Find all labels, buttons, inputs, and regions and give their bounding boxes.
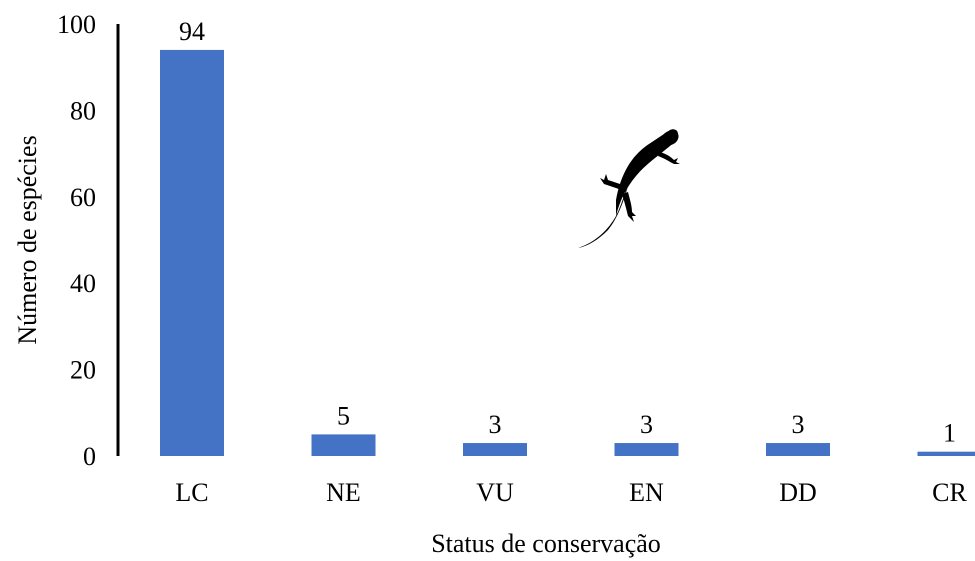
bar-cr: [917, 451, 975, 456]
x-tick-label: LC: [175, 478, 208, 507]
data-label: 3: [640, 410, 653, 439]
data-label: 94: [179, 17, 205, 46]
data-label: 5: [337, 401, 350, 430]
x-tick-label: EN: [629, 478, 664, 507]
bar-lc: [160, 49, 224, 457]
x-axis-title: Status de conservação: [431, 529, 661, 558]
x-tick-label: CR: [932, 478, 967, 507]
x-tick-label: NE: [326, 478, 361, 507]
y-tick-label: 80: [70, 96, 96, 125]
y-tick-label: 0: [83, 442, 96, 471]
y-axis-title: Número de espécies: [13, 135, 42, 344]
bars: [160, 49, 975, 457]
bar-ne: [311, 434, 376, 456]
x-tick-label: DD: [779, 478, 817, 507]
bar-vu: [463, 443, 527, 456]
bar-en: [614, 443, 679, 456]
lizard-silhouette-icon: [578, 129, 680, 248]
data-label: 1: [943, 419, 956, 448]
data-labels: 94 5 3 3 3 1: [179, 17, 956, 448]
y-axis-ticks: 0 20 40 60 80 100: [57, 10, 96, 471]
y-tick-label: 40: [70, 269, 96, 298]
x-tick-label: VU: [476, 478, 514, 507]
x-axis-tick-labels: LC NE VU EN DD CR: [175, 478, 967, 507]
y-tick-label: 100: [57, 10, 96, 39]
y-tick-label: 60: [70, 183, 96, 212]
data-label: 3: [792, 410, 805, 439]
data-label: 3: [489, 410, 502, 439]
bar-dd: [766, 443, 830, 456]
y-tick-label: 20: [70, 356, 96, 385]
